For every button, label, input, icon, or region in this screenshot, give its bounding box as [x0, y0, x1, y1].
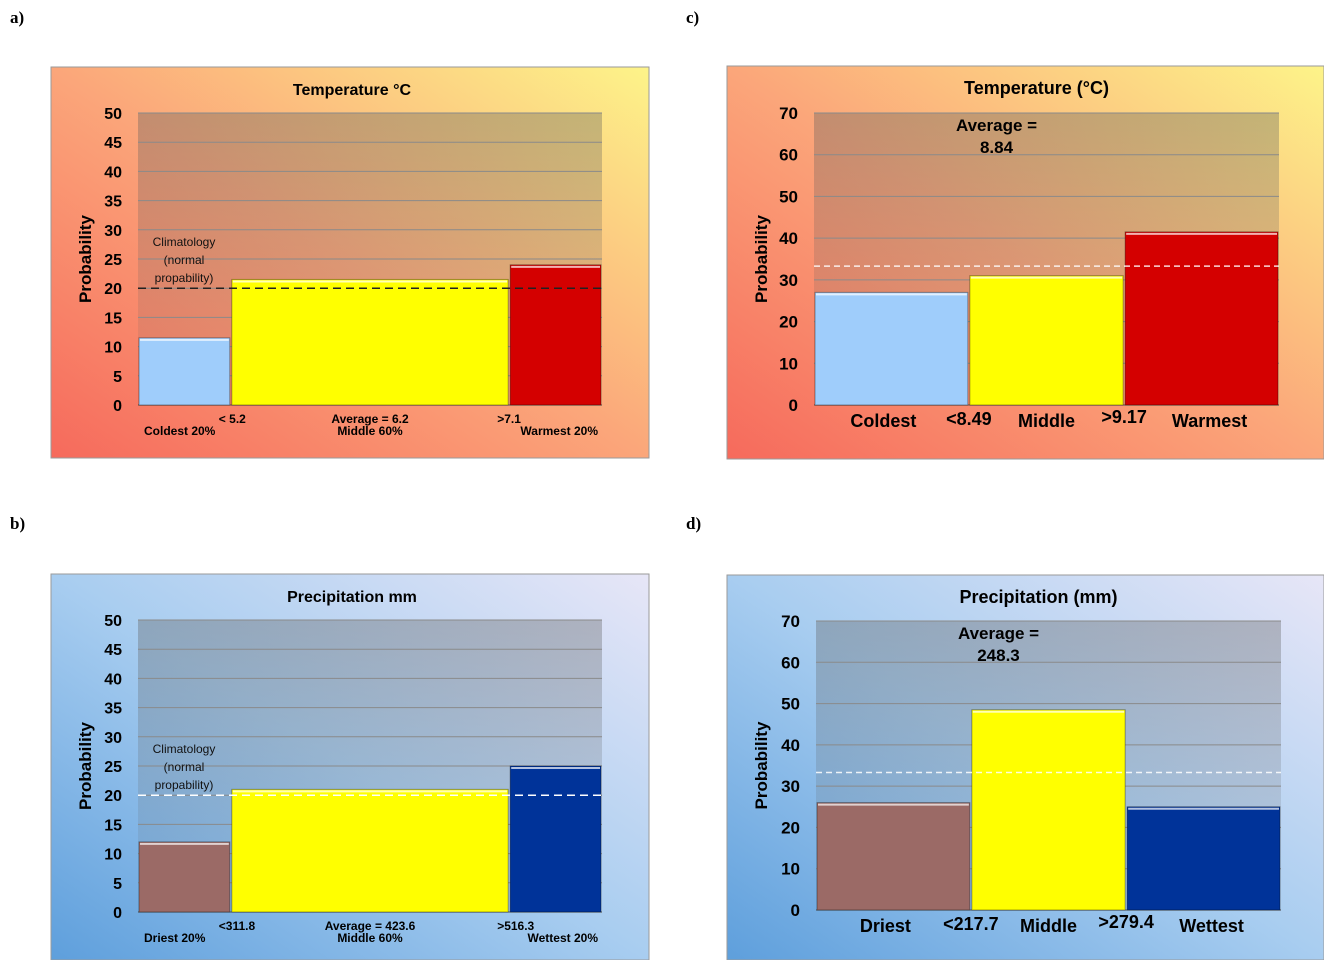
boundary-label-high: >516.3: [497, 919, 534, 933]
boundary-label-low: <217.7: [943, 914, 999, 934]
boundary-label-high: >279.4: [1098, 912, 1154, 932]
climatology-label: (normal: [164, 760, 205, 774]
y-tick-label: 40: [779, 229, 798, 248]
y-tick-label: 25: [104, 759, 122, 776]
category-label: Middle 60%: [337, 931, 403, 945]
bar-middle: [231, 788, 509, 913]
y-tick-label: 0: [789, 396, 798, 415]
bar-driest: [138, 841, 231, 913]
y-tick-label: 40: [104, 164, 122, 181]
y-tick-label: 50: [104, 106, 122, 123]
climatology-label: Climatology: [153, 235, 216, 249]
y-tick-label: 25: [104, 252, 122, 269]
y-tick-label: 35: [104, 701, 122, 718]
y-tick-label: 35: [104, 194, 122, 211]
y-tick-label: 0: [113, 398, 122, 415]
panel-letter-a: a): [10, 8, 25, 27]
panel-letter-d: d): [686, 514, 702, 533]
boundary-label-high: >7.1: [497, 412, 521, 426]
y-tick-label: 30: [781, 777, 800, 796]
bar-wettest: [1126, 806, 1281, 911]
climatology-label: propability): [155, 271, 214, 285]
panel-letter-c: c): [686, 8, 700, 27]
category-label: Driest: [860, 916, 911, 936]
average-label: Average = 423.6: [325, 919, 416, 933]
y-tick-label: 60: [779, 146, 798, 165]
average-annotation: Average =: [958, 624, 1039, 643]
y-axis-label: Probability: [76, 722, 95, 810]
average-annotation: 8.84: [980, 138, 1014, 157]
y-axis-label: Probability: [752, 721, 771, 809]
y-tick-label: 10: [104, 340, 122, 357]
y-tick-label: 20: [781, 818, 800, 837]
category-label: Middle: [1018, 411, 1075, 431]
y-tick-label: 70: [781, 612, 800, 631]
chart-title: Precipitation mm: [287, 589, 417, 606]
category-label: Middle 60%: [337, 424, 403, 438]
y-tick-label: 30: [779, 271, 798, 290]
chart-title: Temperature °C: [293, 82, 412, 99]
boundary-label-low: < 5.2: [219, 412, 246, 426]
y-tick-label: 50: [781, 695, 800, 714]
y-tick-label: 50: [779, 187, 798, 206]
y-tick-label: 40: [104, 671, 122, 688]
bar-coldest: [138, 337, 231, 406]
category-label: Warmest 20%: [520, 424, 598, 438]
average-label: Average = 6.2: [331, 412, 409, 426]
boundary-label-low: <311.8: [219, 919, 256, 933]
average-annotation: Average =: [956, 116, 1037, 135]
y-tick-label: 30: [104, 730, 122, 747]
category-label: Middle: [1020, 916, 1077, 936]
y-tick-label: 15: [104, 310, 122, 327]
panel-letter-b: b): [10, 514, 26, 533]
y-tick-label: 45: [104, 642, 122, 659]
y-tick-label: 60: [781, 653, 800, 672]
y-axis-label: Probability: [76, 215, 95, 303]
average-annotation: 248.3: [977, 646, 1020, 665]
chart-title: Temperature (°C): [964, 78, 1109, 98]
category-label: Wettest 20%: [528, 931, 599, 945]
category-label: Driest 20%: [144, 931, 206, 945]
y-tick-label: 5: [113, 369, 122, 386]
bar-coldest: [814, 291, 969, 406]
category-label: Coldest: [850, 411, 916, 431]
bar-warmest: [1124, 231, 1279, 406]
chart-title: Precipitation (mm): [959, 587, 1117, 607]
y-tick-label: 40: [781, 736, 800, 755]
bar-middle: [231, 278, 509, 406]
y-tick-label: 70: [779, 104, 798, 123]
y-tick-label: 20: [104, 281, 122, 298]
bar-middle: [971, 709, 1126, 911]
y-tick-label: 10: [779, 354, 798, 373]
y-tick-label: 45: [104, 135, 122, 152]
y-tick-label: 10: [104, 847, 122, 864]
category-label: Coldest 20%: [144, 424, 216, 438]
climatology-label: propability): [155, 778, 214, 792]
y-tick-label: 20: [779, 313, 798, 332]
y-tick-label: 20: [104, 788, 122, 805]
bar-wettest: [509, 765, 602, 913]
boundary-label-high: >9.17: [1101, 407, 1147, 427]
bar-middle: [969, 275, 1124, 406]
boundary-label-low: <8.49: [946, 409, 992, 429]
bar-driest: [816, 802, 971, 911]
climatology-label: Climatology: [153, 742, 216, 756]
category-label: Warmest: [1172, 411, 1247, 431]
y-axis-label: Probability: [752, 215, 771, 303]
y-tick-label: 0: [113, 905, 122, 922]
category-label: Wettest: [1179, 916, 1244, 936]
y-tick-label: 15: [104, 817, 122, 834]
y-tick-label: 50: [104, 613, 122, 630]
y-tick-label: 0: [791, 901, 800, 920]
y-tick-label: 30: [104, 223, 122, 240]
y-tick-label: 5: [113, 876, 122, 893]
climatology-label: (normal: [164, 253, 205, 267]
y-tick-label: 10: [781, 860, 800, 879]
